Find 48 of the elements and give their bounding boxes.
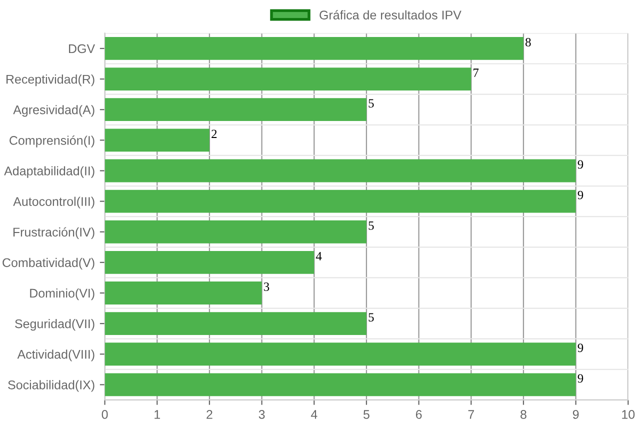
x-tick-label: 2 (206, 410, 212, 419)
x-tick-label: 6 (416, 410, 422, 419)
x-tick-label: 9 (572, 410, 579, 419)
x-tick-label: 8 (520, 410, 526, 419)
x-tick-label: 0 (102, 410, 108, 419)
y-tick-label: Actividad(VIII) (17, 350, 94, 362)
y-tick-label: Adaptabilidad(II) (4, 166, 94, 178)
data-label: 5 (368, 313, 374, 322)
bar (104, 250, 314, 274)
bar (104, 190, 576, 213)
y-tick-label: Frustración(IV) (13, 227, 94, 240)
data-label: 9 (578, 374, 584, 383)
bar (104, 220, 366, 244)
y-tick-label: Seguridad(VII) (15, 319, 94, 331)
bar (104, 128, 210, 152)
data-label: 3 (264, 282, 270, 291)
x-tick-label: 5 (363, 410, 370, 419)
bar (104, 98, 366, 122)
y-tick-label: Sociabilidad(IX) (8, 380, 94, 392)
bar (104, 342, 576, 366)
y-tick-label: Agresividad(A) (13, 105, 94, 117)
y-tick-label: Comprensión(I) (10, 136, 94, 148)
data-label: 8 (526, 38, 531, 46)
bar (104, 312, 366, 336)
bar (104, 282, 262, 304)
data-label: 5 (368, 222, 374, 230)
y-tick-label: Autocontrol(III) (13, 196, 94, 208)
data-label: 5 (368, 99, 374, 108)
data-label: 4 (316, 252, 322, 260)
y-tick-label: Receptividad(R) (6, 74, 94, 86)
x-tick-label: 1 (154, 410, 160, 419)
x-tick-label: 3 (258, 410, 265, 419)
bar (104, 37, 524, 60)
x-tick-label: 7 (468, 410, 474, 419)
bar (104, 373, 576, 396)
bar (104, 68, 472, 90)
data-label: 7 (474, 68, 479, 77)
x-tick-label: 10 (622, 410, 635, 419)
data-label: 9 (578, 190, 584, 200)
y-tick-label: Combatividad(V) (2, 258, 94, 270)
data-label: 9 (578, 160, 584, 169)
bar (104, 159, 576, 182)
x-tick-label: 4 (310, 410, 318, 419)
y-tick-label: DGV (69, 44, 96, 54)
data-label: 9 (578, 344, 584, 352)
y-tick-label: Dominio(VI) (30, 288, 94, 300)
data-label: 2 (212, 130, 217, 138)
legend-label: Gráfica de resultados IPV (320, 10, 462, 20)
